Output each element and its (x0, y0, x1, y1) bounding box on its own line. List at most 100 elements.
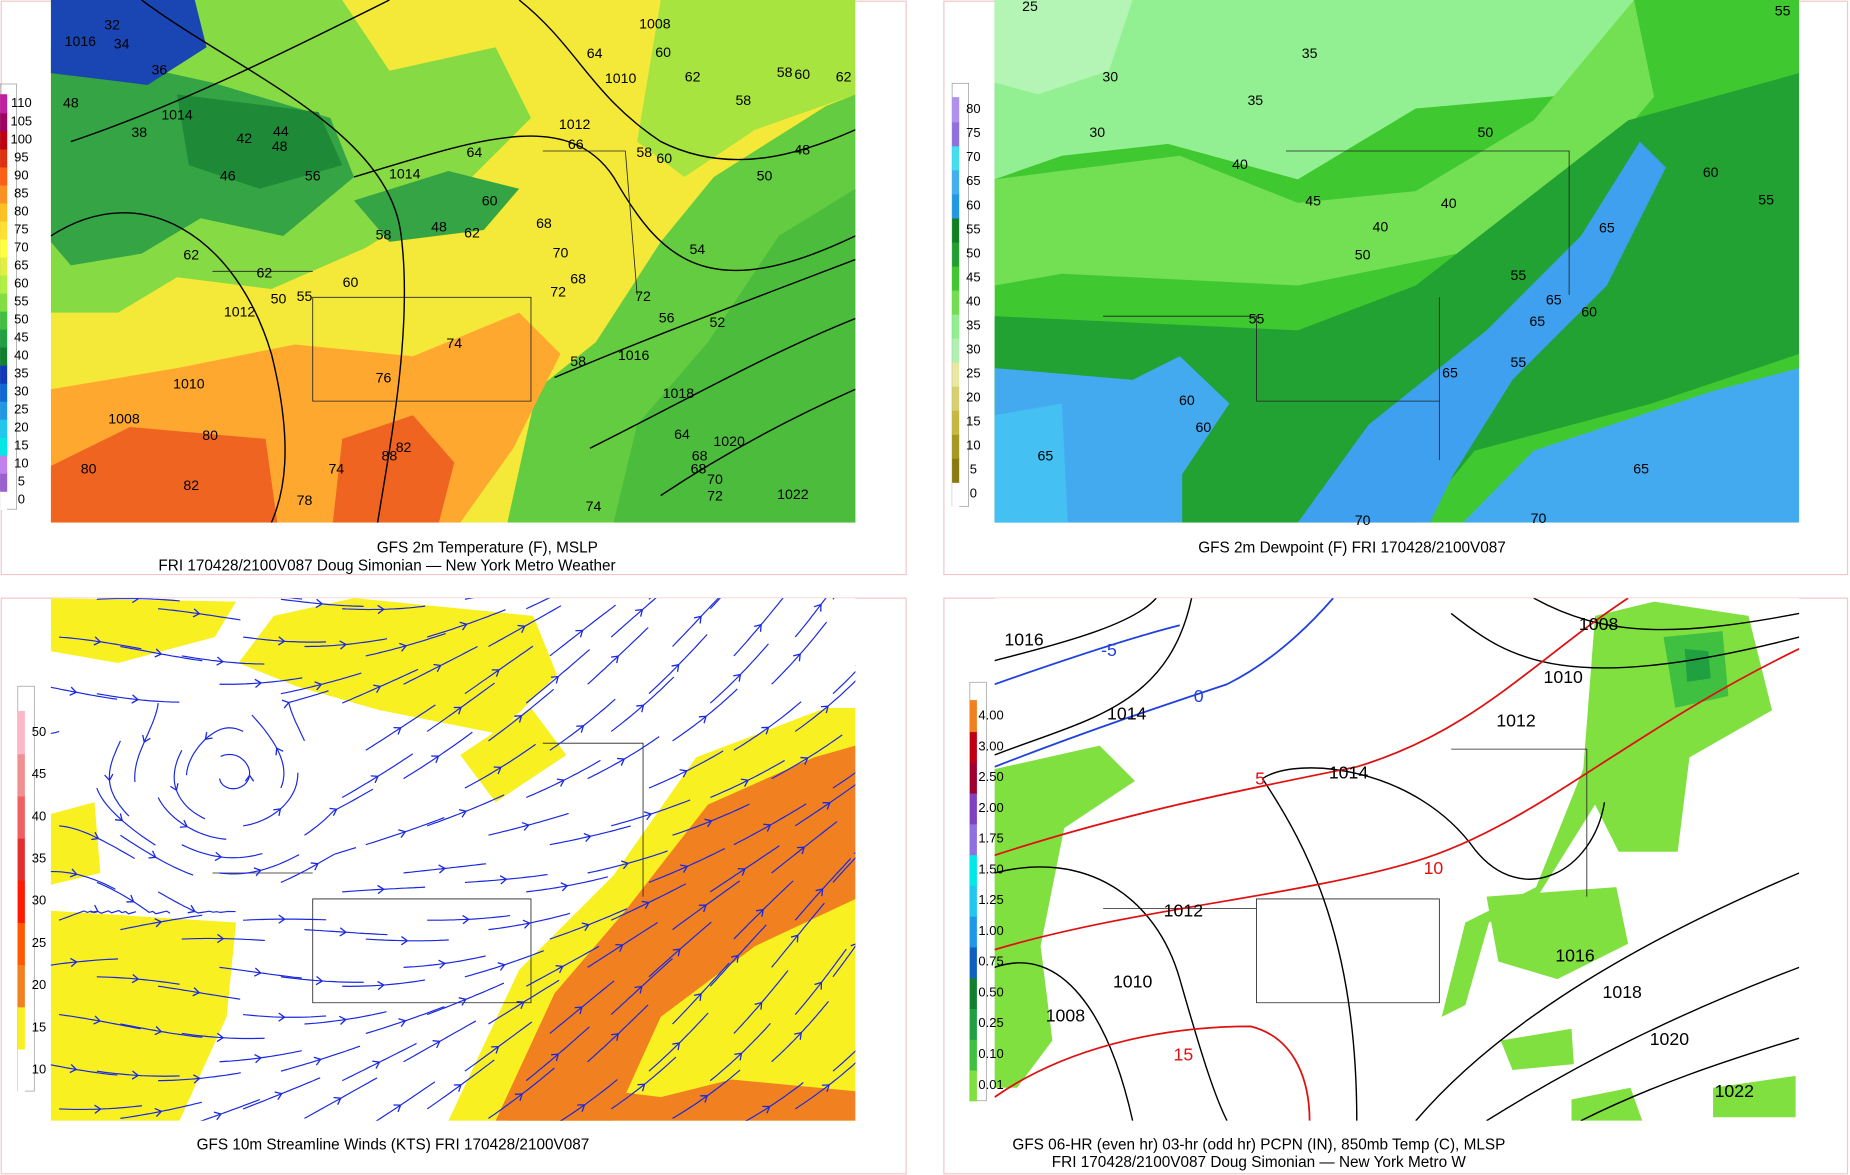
colorbar-label: 3.00 (978, 738, 1003, 753)
arrowhead (583, 832, 592, 842)
contour-label: 72 (635, 288, 651, 304)
arrowhead (693, 992, 702, 1002)
arrowhead (615, 943, 624, 952)
colorbar-label: 75 (966, 125, 980, 140)
colorbar-swatch (17, 753, 25, 797)
colorbar-label: 55 (14, 293, 28, 308)
colorbar-label: 75 (14, 221, 28, 236)
colorbar-swatch (0, 184, 8, 204)
contour-label: 44 (273, 123, 289, 139)
contour-label: 1008 (1579, 614, 1619, 634)
arrowhead (740, 778, 750, 787)
colorbar-label: 50 (14, 311, 28, 326)
arrowhead (254, 678, 263, 688)
arrowhead (700, 1095, 709, 1103)
contour-label: 65 (1546, 292, 1562, 308)
colorbar-swatch (952, 217, 960, 243)
contour-label: 1010 (1113, 971, 1153, 991)
arrowhead (398, 829, 407, 838)
arrowhead (610, 655, 619, 664)
contour-label: 55 (1758, 191, 1774, 207)
colorbar-swatch (0, 310, 8, 330)
arrowhead (850, 942, 856, 951)
colorbar-swatch (0, 292, 8, 312)
colorbar-swatch (952, 361, 960, 387)
colorbar-swatch (0, 418, 8, 438)
precip-map (994, 598, 1800, 1121)
arrowhead (754, 1001, 763, 1010)
colorbar-swatch (0, 472, 8, 492)
colorbar-swatch (0, 400, 8, 420)
arrowhead (398, 1018, 407, 1027)
contour-label: 1012 (1164, 901, 1203, 921)
colorbar-label: 50 (966, 245, 980, 260)
arrowhead (462, 914, 470, 925)
arrowhead (733, 673, 742, 682)
arrowhead (277, 636, 286, 646)
colorbar-label: 35 (966, 317, 980, 332)
colorbar-label: 30 (966, 342, 980, 357)
arrowhead (679, 769, 688, 778)
arrowhead (93, 636, 102, 646)
contour-label: 58 (777, 64, 793, 80)
contour-label: 82 (183, 477, 199, 493)
colorbar-swatch (0, 454, 8, 474)
arrowhead (439, 584, 446, 593)
colorbar-swatch (17, 837, 25, 881)
arrowhead (170, 783, 179, 792)
colorbar-swatch (0, 166, 8, 186)
contour-label: 40 (1232, 156, 1248, 172)
arrowhead (142, 734, 151, 744)
colorbar-swatch (17, 879, 25, 923)
caption: GFS 10m Streamline Winds (KTS) FRI 17042… (197, 1137, 590, 1154)
contour-label: 55 (1511, 267, 1527, 283)
colorbar-label: 5 (18, 474, 25, 489)
colorbar-label: 15 (966, 414, 980, 429)
arrowhead (90, 904, 99, 913)
colorbar-label: 45 (14, 329, 28, 344)
arrowhead (274, 1091, 283, 1101)
contour-label: 15 (1174, 1045, 1194, 1065)
arrowhead (737, 868, 746, 876)
arrowhead (557, 587, 566, 597)
streamline (857, 779, 918, 835)
colorbar-label: 5 (970, 462, 977, 477)
arrowhead (794, 1031, 803, 1040)
streamline-map (50, 584, 918, 1121)
contour-label: 70 (1355, 512, 1371, 528)
colorbar-swatch (0, 202, 8, 222)
contour-label: 40 (1441, 195, 1457, 211)
arrowhead (431, 755, 440, 764)
arrowhead (370, 775, 379, 784)
contour-label: 88 (382, 447, 398, 463)
colorbar-swatch (17, 795, 25, 839)
arrowhead (104, 773, 114, 782)
contour-label: 60 (656, 150, 672, 166)
contour-label: 55 (297, 288, 313, 304)
colorbar-swatch (969, 1038, 977, 1071)
arrowhead (517, 624, 526, 634)
arrowhead (213, 1111, 222, 1121)
contour-label: 52 (710, 314, 726, 330)
colorbar-swatch (969, 700, 977, 733)
colorbar-swatch (0, 256, 8, 276)
colorbar-label: 80 (966, 101, 980, 116)
arrowhead (70, 957, 78, 968)
contour-label: 45 (1305, 192, 1321, 208)
colorbar-label: 95 (14, 149, 28, 164)
colorbar-label: 60 (966, 197, 980, 212)
arrowhead (393, 726, 402, 735)
colorbar-swatch (969, 1007, 977, 1040)
arrowhead (278, 914, 286, 924)
arrowhead (278, 1012, 286, 1022)
contour-label: 1020 (1650, 1029, 1690, 1049)
colorbar-swatch (0, 148, 8, 168)
arrowhead (693, 615, 702, 624)
colorbar-swatch (969, 792, 977, 825)
contour-label: 68 (536, 215, 552, 231)
colorbar-label: 70 (966, 149, 980, 164)
arrowhead (273, 808, 282, 817)
streamline (832, 945, 856, 978)
colorbar-label: 55 (966, 221, 980, 236)
arrowhead (762, 1105, 771, 1114)
